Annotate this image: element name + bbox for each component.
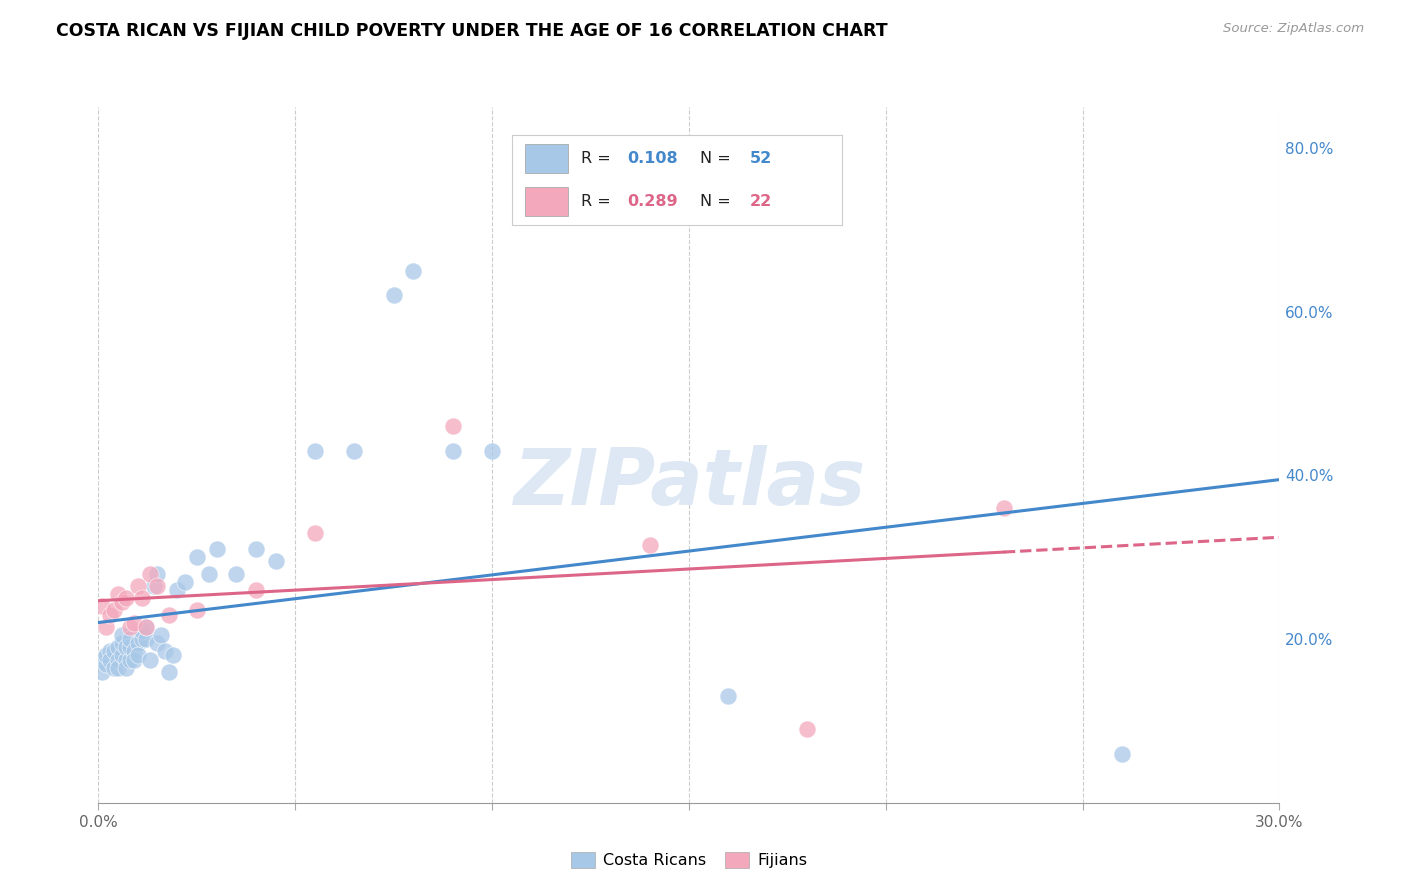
Point [135, 620, 157, 634]
Point [107, 652, 129, 666]
Point [103, 661, 125, 675]
Point [245, 542, 267, 557]
Point [122, 652, 145, 666]
Point [993, 501, 1015, 516]
Point [142, 579, 165, 593]
Point [166, 582, 188, 597]
Legend: Costa Ricans, Fijians: Costa Ricans, Fijians [564, 846, 814, 875]
Point [717, 690, 740, 704]
Point [796, 722, 818, 736]
Point [1111, 747, 1133, 761]
Point [127, 648, 149, 663]
Point [138, 566, 160, 581]
Point [138, 652, 160, 666]
Point [98, 607, 121, 622]
Point [131, 624, 153, 638]
Point [157, 607, 180, 622]
Point [402, 264, 425, 278]
Point [122, 644, 145, 658]
Point [135, 632, 157, 646]
Point [304, 525, 326, 540]
Point [111, 595, 134, 609]
Point [197, 566, 219, 581]
Point [111, 636, 134, 650]
Point [111, 648, 134, 663]
Point [91, 652, 114, 666]
Text: COSTA RICAN VS FIJIAN CHILD POVERTY UNDER THE AGE OF 16 CORRELATION CHART: COSTA RICAN VS FIJIAN CHILD POVERTY UNDE… [56, 22, 887, 40]
Point [162, 648, 184, 663]
Point [115, 640, 138, 655]
Point [155, 644, 177, 658]
Point [146, 566, 169, 581]
Point [186, 603, 208, 617]
Point [382, 288, 405, 302]
Point [343, 443, 366, 458]
Point [157, 665, 180, 679]
Point [150, 628, 173, 642]
Point [127, 636, 149, 650]
Point [131, 591, 153, 606]
Point [96, 620, 118, 634]
Point [118, 640, 141, 655]
Point [115, 652, 138, 666]
Point [146, 579, 169, 593]
Point [118, 632, 141, 646]
Point [107, 640, 129, 655]
Point [98, 644, 121, 658]
Point [264, 554, 287, 568]
Point [118, 652, 141, 666]
Point [205, 542, 228, 557]
Point [107, 587, 129, 601]
Point [91, 665, 114, 679]
Point [98, 652, 121, 666]
Y-axis label: Child Poverty Under the Age of 16: Child Poverty Under the Age of 16 [0, 325, 7, 585]
Point [115, 661, 138, 675]
Point [107, 661, 129, 675]
Point [91, 599, 114, 614]
Point [304, 443, 326, 458]
Point [441, 419, 464, 434]
Point [146, 636, 169, 650]
Point [103, 644, 125, 658]
Point [131, 632, 153, 646]
Point [127, 579, 149, 593]
Text: ZIPatlas: ZIPatlas [513, 445, 865, 521]
Point [481, 443, 503, 458]
Point [245, 582, 267, 597]
Point [96, 648, 118, 663]
Point [135, 620, 157, 634]
Text: Source: ZipAtlas.com: Source: ZipAtlas.com [1223, 22, 1364, 36]
Point [96, 657, 118, 671]
Point [441, 443, 464, 458]
Point [103, 603, 125, 617]
Point [638, 538, 661, 552]
Point [225, 566, 247, 581]
Point [118, 620, 141, 634]
Point [174, 574, 197, 589]
Point [186, 550, 208, 565]
Point [122, 615, 145, 630]
Point [115, 591, 138, 606]
Point [111, 628, 134, 642]
